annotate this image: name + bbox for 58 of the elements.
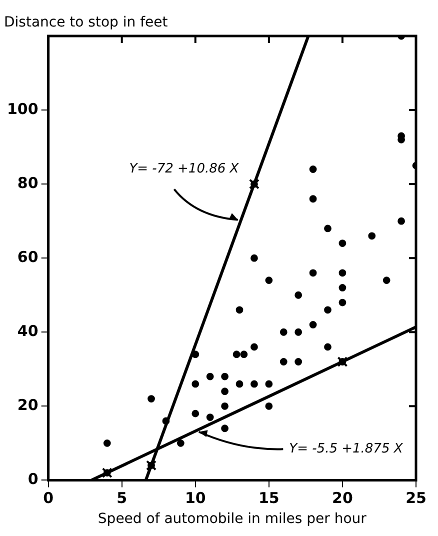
x-tick-label: 15 xyxy=(258,489,280,508)
y-tick-label: 100 xyxy=(7,100,38,118)
point xyxy=(309,269,317,277)
point xyxy=(206,372,214,380)
x-axis-title: Speed of automobile in miles per hour xyxy=(98,511,367,528)
point xyxy=(294,291,302,299)
point xyxy=(221,424,228,432)
point xyxy=(338,269,346,277)
y-tick-label: 80 xyxy=(17,174,38,192)
point xyxy=(309,166,317,173)
point xyxy=(221,388,228,396)
point xyxy=(176,439,184,447)
point xyxy=(280,358,288,366)
y-tick-label: 40 xyxy=(17,322,38,340)
y-tick-label: 60 xyxy=(17,248,38,266)
point xyxy=(294,328,302,336)
point xyxy=(280,328,288,336)
y-tick-label: 20 xyxy=(17,396,38,414)
y-axis-title: Distance to stop in feet xyxy=(4,14,168,31)
point xyxy=(265,380,273,388)
point xyxy=(309,195,317,203)
point xyxy=(338,240,346,247)
point xyxy=(398,217,405,225)
point xyxy=(162,417,170,425)
annotation: Y= -72 +10.86 X xyxy=(129,162,240,177)
annotation: Y= -5.5 +1.875 X xyxy=(289,441,404,456)
point xyxy=(382,276,390,284)
x-tick-label: 10 xyxy=(184,489,206,508)
x-tick-label: 20 xyxy=(332,489,353,508)
point xyxy=(309,321,317,328)
point xyxy=(324,343,332,351)
point xyxy=(192,350,200,358)
point xyxy=(221,372,228,380)
point xyxy=(236,306,244,314)
point xyxy=(338,298,346,306)
point xyxy=(192,410,200,418)
point xyxy=(103,439,111,447)
point xyxy=(265,276,273,284)
point xyxy=(368,232,376,240)
point xyxy=(148,395,155,402)
point xyxy=(192,380,200,388)
point xyxy=(338,284,346,292)
point xyxy=(232,350,240,358)
point xyxy=(324,224,332,232)
point xyxy=(250,380,258,388)
point xyxy=(240,350,248,358)
x-tick-label: 25 xyxy=(406,489,426,508)
x-tick-label: 5 xyxy=(116,489,128,508)
point xyxy=(221,402,228,410)
point xyxy=(250,254,258,262)
point xyxy=(265,402,273,410)
point xyxy=(236,380,244,388)
point xyxy=(250,343,258,351)
y-tick-label: 0 xyxy=(28,470,38,488)
point xyxy=(206,414,214,421)
x-tick-label: 0 xyxy=(43,489,54,508)
point xyxy=(324,306,332,314)
point xyxy=(294,358,302,366)
